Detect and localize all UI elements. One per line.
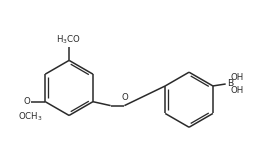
Text: O: O xyxy=(121,93,128,102)
Text: H$_3$CO: H$_3$CO xyxy=(56,33,81,46)
Text: OH: OH xyxy=(231,86,244,95)
Text: OCH$_3$: OCH$_3$ xyxy=(18,111,43,123)
Text: O: O xyxy=(24,97,31,106)
Text: OH: OH xyxy=(231,73,244,82)
Text: B: B xyxy=(227,80,233,88)
